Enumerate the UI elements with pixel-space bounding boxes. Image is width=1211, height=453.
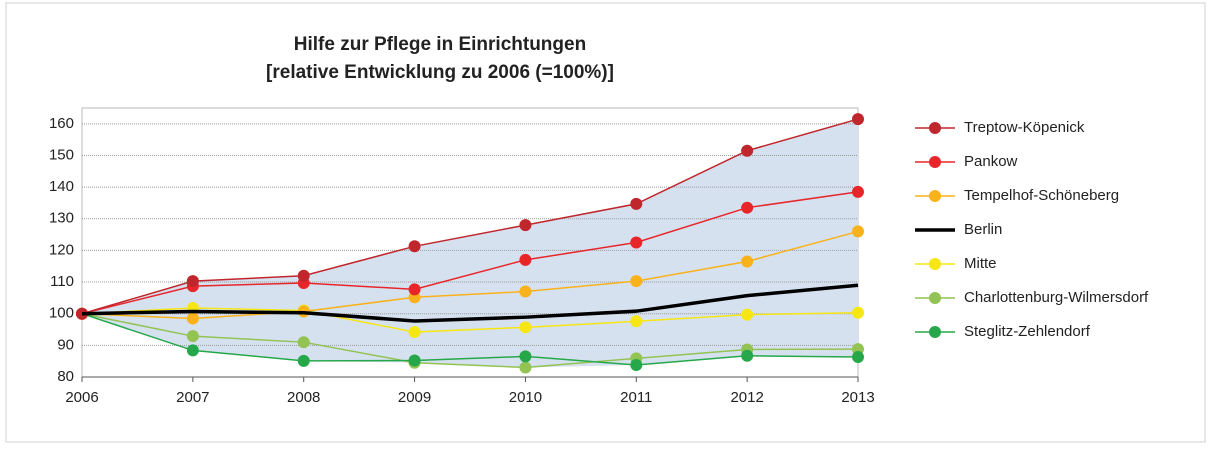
y-tick-label: 160 xyxy=(49,115,74,132)
legend-label: Steglitz-Zehlendorf xyxy=(964,323,1091,340)
x-tick-label: 2010 xyxy=(509,389,542,406)
point xyxy=(630,197,643,210)
y-tick-label: 140 xyxy=(49,178,74,195)
point xyxy=(519,219,532,232)
legend-label: Charlottenburg-Wilmersdorf xyxy=(964,289,1149,306)
series-line xyxy=(81,118,859,315)
point xyxy=(852,225,864,238)
y-tick-label: 80 xyxy=(57,368,74,385)
x-tick-label: 2012 xyxy=(730,389,763,406)
point xyxy=(741,349,754,362)
y-tick-label: 100 xyxy=(49,305,74,322)
point xyxy=(186,275,199,288)
legend-label: Mitte xyxy=(964,255,997,272)
series-line xyxy=(81,283,859,323)
point xyxy=(852,185,864,198)
point xyxy=(741,255,754,268)
y-tick-label: 120 xyxy=(49,241,74,258)
legend-marker xyxy=(929,122,941,134)
y-tick-label: 110 xyxy=(50,273,74,290)
point xyxy=(852,113,864,126)
series-line xyxy=(81,312,859,366)
point xyxy=(630,315,643,328)
legend-marker xyxy=(929,190,941,202)
x-tick-label: 2008 xyxy=(287,389,320,406)
point xyxy=(519,361,532,374)
point xyxy=(186,312,199,325)
x-tick-label: 2007 xyxy=(176,389,209,406)
legend-label: Pankow xyxy=(964,153,1018,170)
legend-label: Tempelhof-Schöneberg xyxy=(964,187,1119,204)
point xyxy=(630,275,643,288)
point xyxy=(519,285,532,298)
legend-marker xyxy=(929,156,941,168)
legend-marker xyxy=(929,292,941,304)
series-line xyxy=(81,230,859,320)
series-line xyxy=(81,307,859,333)
point xyxy=(408,283,421,296)
x-tick-label: 2006 xyxy=(65,389,98,406)
point xyxy=(408,240,421,253)
point xyxy=(519,350,532,363)
y-tick-label: 130 xyxy=(49,210,74,227)
range-band xyxy=(82,119,858,368)
x-tick-label: 2011 xyxy=(620,389,652,406)
chart-subtitle: [relative Entwicklung zu 2006 (=100%)] xyxy=(266,62,614,83)
y-tick-label: 90 xyxy=(57,336,74,353)
point xyxy=(741,201,754,214)
point xyxy=(519,253,532,266)
chart-title: Hilfe zur Pflege in Einrichtungen xyxy=(294,34,586,55)
series-line xyxy=(81,312,859,369)
point xyxy=(297,354,310,367)
x-tick-label: 2013 xyxy=(841,389,874,406)
point xyxy=(186,344,199,357)
point xyxy=(519,321,532,334)
legend-label: Berlin xyxy=(964,221,1002,238)
y-tick-label: 150 xyxy=(49,146,74,163)
point xyxy=(186,330,199,343)
point xyxy=(630,236,643,249)
point xyxy=(852,306,864,319)
point xyxy=(297,336,310,349)
point xyxy=(408,326,421,339)
series-line xyxy=(81,191,859,315)
legend-label: Treptow-Köpenick xyxy=(964,119,1085,136)
point xyxy=(408,354,421,367)
x-tick-label: 2009 xyxy=(398,389,431,406)
point xyxy=(741,144,754,157)
point xyxy=(852,351,864,364)
point xyxy=(630,358,643,371)
point xyxy=(297,269,310,282)
legend-marker xyxy=(929,326,941,338)
point xyxy=(741,308,754,321)
legend-marker xyxy=(929,258,941,270)
